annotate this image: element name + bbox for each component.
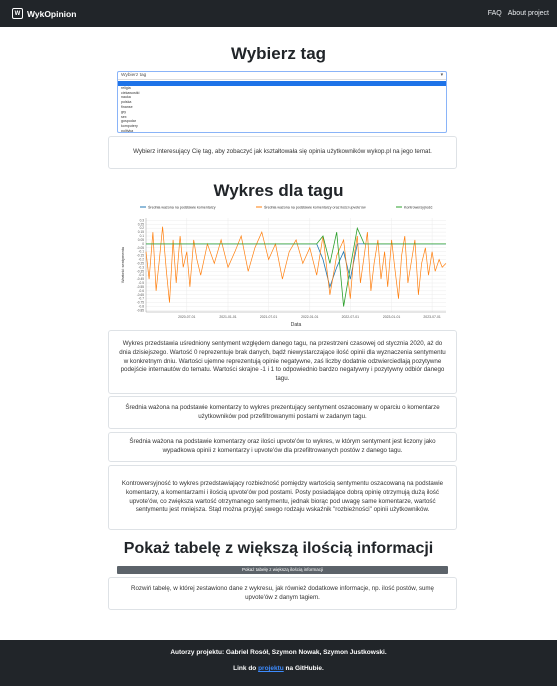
tag-option[interactable]: gry (121, 109, 126, 114)
explanation-box-comments: Średnia ważona na podstawie komentarzy t… (108, 396, 457, 429)
show-table-button[interactable]: Pokaż tabelę z większą ilością informacj… (117, 566, 448, 574)
tag-select-placeholder: Wybierz tag (121, 73, 147, 78)
y-tick-label: 0.1 (140, 234, 145, 238)
tag-option[interactable]: komputery (121, 124, 138, 129)
y-tick-label: 0.05 (138, 238, 144, 242)
series-line-2 (146, 226, 446, 307)
tag-option[interactable]: polityka (121, 128, 134, 132)
chart-description: Wykres przedstawia uśredniony sentyment … (119, 339, 446, 383)
x-axis-label: Data (291, 322, 302, 328)
table-description: Rozwiń tabelę, w której zestawiono dane … (131, 584, 434, 601)
y-tick-label: -0.1 (139, 250, 145, 254)
brand-link[interactable]: W WykOpinion (12, 8, 76, 19)
tag-options-list[interactable]: religia ciekawostki nauka polska finanse gry s… (118, 80, 446, 132)
explanation-comments: Średnia ważona na podstawie komentarzy t… (125, 403, 440, 420)
y-tick-label: 0.15 (138, 230, 144, 234)
table-description-box: Rozwiń tabelę, w której zestawiono dane … (108, 577, 457, 610)
tag-option[interactable]: sex (121, 114, 127, 119)
footer-authors: Autorzy projektu: Gabriel Rosół, Szymon … (170, 649, 387, 656)
series-line-1 (145, 226, 447, 303)
tag-option[interactable]: finanse (121, 104, 133, 109)
footer-link-suffix: na GitHubie. (285, 665, 324, 672)
chevron-down-icon: ▾ (440, 73, 443, 78)
y-axis-label: Wartość sentymentu (120, 247, 125, 283)
sentiment-chart: 0.30.250.20.150.10.050-0.05-0.1-0.15-0.2… (120, 204, 447, 328)
y-tick-label: -0.7 (139, 297, 145, 301)
x-tick-label: 2022-01-01 (301, 315, 318, 319)
explanation-box-controversy: Kontrowersyjność to wykres przedstawiają… (108, 465, 457, 530)
y-tick-label: -0.2 (139, 258, 145, 262)
x-tick-label: 2023-07-01 (423, 315, 440, 319)
github-project-link[interactable]: projektu (258, 665, 284, 672)
tag-section-title: Wybierz tag (230, 44, 327, 63)
y-tick-label: -0.05 (137, 246, 144, 250)
x-tick-label: 2021-01-01 (219, 315, 236, 319)
explanation-controversy: Kontrowersyjność to wykres przedstawiają… (121, 479, 444, 514)
table-section-title: Pokaż tabelę z większą ilością informacj… (123, 540, 434, 557)
brand-logo-icon: W (12, 8, 23, 19)
tag-description-box: Wybierz interesujący Cię tag, aby zobacz… (108, 136, 457, 169)
footer-link-prefix: Link do (233, 665, 257, 672)
tag-option[interactable]: gospodar (121, 119, 136, 124)
y-tick-label: -0.15 (137, 254, 144, 258)
nav-links: FAQ About project (488, 10, 549, 17)
y-tick-label: 0.3 (140, 218, 145, 222)
y-tick-label: -0.75 (137, 301, 144, 305)
y-tick-label: -0.4 (139, 273, 145, 277)
footer-link-line: Link do projektu na GitHubie. (0, 665, 557, 672)
tag-option[interactable]: nauka (121, 95, 131, 100)
y-tick-label: -0.8 (139, 305, 145, 309)
nav-link-about[interactable]: About project (507, 10, 549, 17)
y-tick-label: -0.6 (139, 289, 145, 293)
x-tick-label: 2020-07-01 (178, 315, 195, 319)
legend-entry-1: Średnia ważona na podstawie komentarzy o… (264, 204, 366, 209)
y-tick-label: -0.3 (139, 265, 145, 269)
tag-option[interactable] (118, 81, 446, 86)
legend-entry-2: Kontrowersyjność (404, 205, 433, 209)
chart-description-box: Wykres przedstawia uśredniony sentyment … (108, 330, 457, 394)
y-tick-label: 0.2 (140, 226, 145, 230)
y-tick-label: -0.65 (137, 293, 144, 297)
x-tick-label: 2022-07-01 (342, 315, 359, 319)
tag-option[interactable]: ciekawostki (121, 90, 140, 95)
tag-description: Wybierz interesujący Cię tag, aby zobacz… (133, 148, 432, 155)
navbar: W WykOpinion FAQ About project (0, 0, 557, 27)
brand-name: WykOpinion (27, 8, 77, 19)
tag-select[interactable]: Wybierz tag ▾ religia ciekawostki nauka pol… (117, 71, 447, 133)
y-tick-label: 0 (142, 242, 144, 246)
chart-section-title: Wykres dla tagu (213, 181, 344, 200)
x-tick-label: 2021-07-01 (260, 315, 277, 319)
tag-option[interactable]: religia (121, 85, 131, 90)
y-tick-label: -0.55 (137, 285, 144, 289)
nav-link-faq[interactable]: FAQ (487, 10, 502, 17)
y-tick-label: -0.25 (137, 261, 144, 265)
tag-select-header[interactable]: Wybierz tag ▾ (118, 72, 446, 80)
y-tick-label: 0.25 (138, 222, 144, 226)
y-tick-label: -0.85 (137, 308, 144, 312)
x-tick-label: 2023-01-01 (383, 315, 400, 319)
tag-option[interactable]: polska (121, 100, 132, 105)
y-tick-label: -0.5 (139, 281, 145, 285)
y-tick-label: -0.45 (137, 277, 144, 281)
explanation-box-upvotes: Średnia ważona na podstawie komentarzy o… (108, 432, 457, 462)
legend-entry-0: Średnia ważona na podstawie komentarzy (148, 204, 216, 209)
footer: Autorzy projektu: Gabriel Rosół, Szymon … (0, 640, 557, 686)
y-tick-label: -0.35 (137, 269, 144, 273)
explanation-upvotes: Średnia ważona na podstawie komentarzy o… (129, 438, 436, 454)
